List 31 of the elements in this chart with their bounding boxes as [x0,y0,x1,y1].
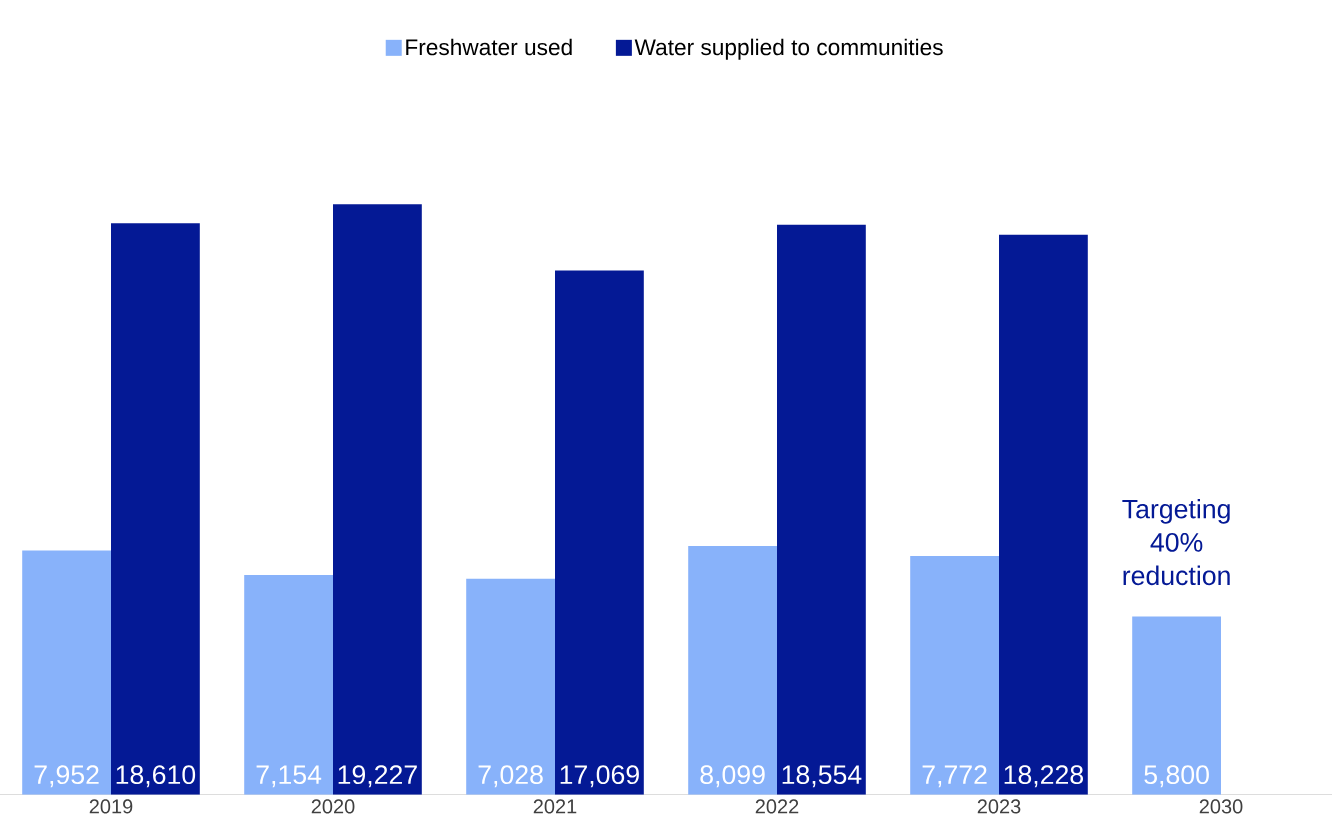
legend-label: Freshwater used [406,38,572,56]
bar [22,550,112,795]
bar [777,225,866,795]
annotation: Targeting 40% reduction [1122,499,1230,586]
data-label: 7,952 [34,765,99,788]
data-label: 7,772 [922,765,987,788]
bar [688,546,777,795]
data-label: 19,227 [338,765,417,788]
bar [111,223,200,795]
data-label: 17,069 [560,765,639,788]
x-tick-label: 2030 [1199,799,1243,814]
x-tick-label: 2023 [977,799,1021,814]
data-label: 7,028 [478,765,543,788]
bar [1132,616,1221,795]
bar [466,578,556,795]
x-tick-label: 2021 [533,799,577,814]
x-tick-label: 2022 [755,799,799,814]
bar [910,556,999,795]
bar [999,235,1088,795]
data-label: 18,554 [782,765,862,788]
bar [333,204,422,795]
data-label: 8,099 [700,765,765,788]
x-tick-label: 2020 [311,799,355,814]
data-label: 7,154 [256,765,322,788]
bar [555,270,644,795]
bar [244,575,334,795]
x-tick-label: 2019 [89,799,133,814]
data-label: 5,800 [1144,765,1209,788]
data-label: 18,610 [116,765,196,788]
legend-label: Water supplied to communities [634,38,943,60]
data-label: 18,228 [1004,765,1084,788]
